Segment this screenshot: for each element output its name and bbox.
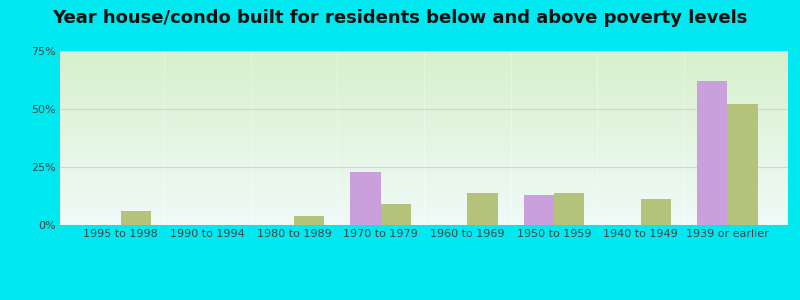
Bar [350, 172, 381, 225]
Legend: Owners below poverty level, Owners above poverty level: Owners below poverty level, Owners above… [177, 298, 671, 300]
Bar [121, 211, 151, 225]
Bar [524, 195, 554, 225]
Bar [554, 193, 584, 225]
Bar [641, 200, 671, 225]
Bar [381, 204, 411, 225]
Bar [697, 81, 727, 225]
Bar [294, 216, 324, 225]
Text: Year house/condo built for residents below and above poverty levels: Year house/condo built for residents bel… [52, 9, 748, 27]
Bar [467, 193, 498, 225]
Bar [727, 104, 758, 225]
